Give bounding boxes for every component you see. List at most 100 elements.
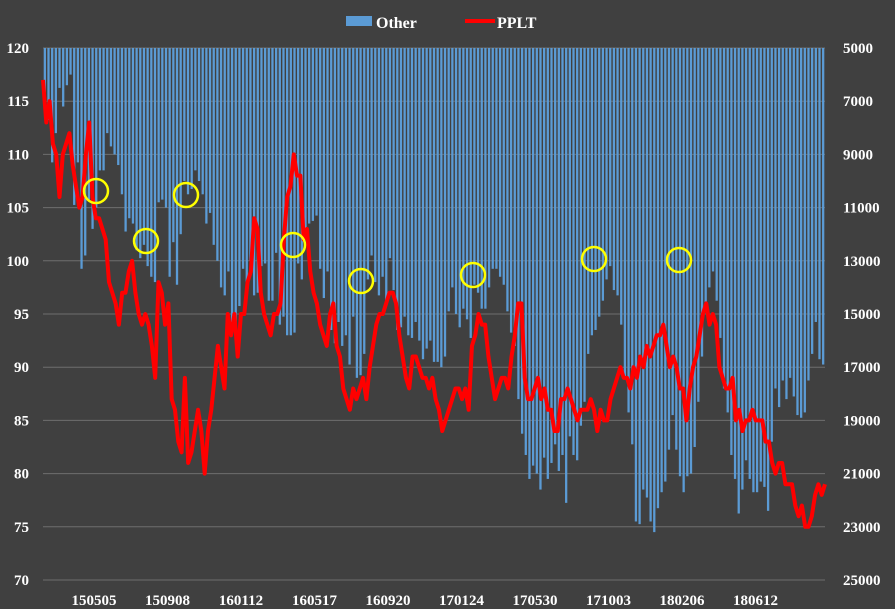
right-tick-label: 25000 xyxy=(843,573,881,589)
other-bar xyxy=(491,48,494,269)
other-bar xyxy=(796,48,799,416)
other-bar xyxy=(311,48,314,221)
x-tick-label: 160920 xyxy=(366,593,411,609)
other-bar xyxy=(814,48,817,322)
other-bar xyxy=(638,48,641,525)
other-bar xyxy=(153,48,157,283)
other-bar xyxy=(374,48,377,283)
other-bar xyxy=(190,48,193,189)
other-bar xyxy=(509,48,513,333)
x-tick-label: 180206 xyxy=(660,593,706,609)
left-tick-label: 75 xyxy=(14,520,29,536)
right-tick-label: 7000 xyxy=(843,94,873,110)
other-bar xyxy=(708,48,711,288)
left-tick-label: 110 xyxy=(7,147,29,163)
other-bar xyxy=(241,48,245,269)
other-bar xyxy=(293,48,296,333)
other-bar xyxy=(759,48,762,482)
other-bar xyxy=(495,48,498,269)
other-bar xyxy=(700,48,704,357)
other-bar xyxy=(267,48,270,301)
right-tick-label: 11000 xyxy=(843,201,880,217)
x-axis: 150505 150908 160112 160517 160920 170124 1705… xyxy=(72,593,779,609)
other-bar xyxy=(704,48,707,307)
other-bar xyxy=(598,48,601,317)
other-bar xyxy=(113,48,116,155)
other-bar xyxy=(524,48,527,455)
other-bar xyxy=(766,48,770,511)
other-bar xyxy=(576,48,579,461)
right-tick-label: 19000 xyxy=(843,413,881,429)
other-bar xyxy=(730,48,733,455)
other-bar xyxy=(788,48,792,378)
highlight-circle xyxy=(665,246,693,274)
other-bar xyxy=(363,48,366,354)
other-bar xyxy=(561,48,564,455)
other-bar xyxy=(47,48,50,120)
other-bar xyxy=(249,48,252,261)
other-bar xyxy=(146,48,149,267)
other-bar xyxy=(319,48,322,269)
other-bar xyxy=(370,48,373,256)
other-bar xyxy=(631,48,634,445)
other-bar xyxy=(98,48,102,171)
highlight-circle xyxy=(347,267,375,295)
other-bar xyxy=(469,48,472,338)
other-bar xyxy=(443,48,447,357)
other-bar xyxy=(410,48,414,338)
other-bar xyxy=(465,48,469,320)
other-bar xyxy=(51,48,54,163)
other-bar xyxy=(381,48,384,277)
other-bar xyxy=(304,48,307,240)
right-axis: 5000 7000 9000 11000 13000 15000 17000 19000 210… xyxy=(843,41,881,589)
other-bar xyxy=(157,48,160,203)
right-tick-label: 17000 xyxy=(843,360,881,376)
other-bar xyxy=(642,48,645,490)
other-bar xyxy=(554,48,557,445)
other-bar xyxy=(594,48,597,330)
other-bar xyxy=(822,48,825,365)
other-bar xyxy=(161,48,164,200)
left-tick-label: 80 xyxy=(14,467,29,483)
other-bar xyxy=(396,48,399,330)
other-bar xyxy=(263,48,267,264)
other-bar xyxy=(95,48,98,208)
other-bars xyxy=(43,48,825,533)
other-bar xyxy=(73,48,76,205)
legend[interactable]: Other PPLT xyxy=(346,15,537,32)
other-bar xyxy=(755,48,759,493)
other-bar xyxy=(183,48,186,181)
other-bar xyxy=(245,48,248,285)
other-bar xyxy=(330,48,333,330)
left-tick-label: 85 xyxy=(14,413,29,429)
other-bar xyxy=(440,48,443,368)
other-bar xyxy=(337,48,340,322)
other-bar xyxy=(557,48,560,471)
other-bar xyxy=(278,48,281,325)
other-bar xyxy=(117,48,120,166)
other-bar xyxy=(341,48,344,346)
other-bar xyxy=(106,48,109,134)
right-tick-label: 21000 xyxy=(843,467,881,483)
left-tick-label: 95 xyxy=(14,307,29,323)
other-bar xyxy=(62,48,65,107)
other-bar xyxy=(359,48,362,376)
other-bar xyxy=(744,48,748,461)
other-bar xyxy=(741,48,744,490)
other-bar xyxy=(517,48,520,400)
left-tick-label: 100 xyxy=(7,254,30,270)
highlight-circle xyxy=(580,245,608,273)
left-tick-label: 90 xyxy=(14,360,29,376)
other-bar xyxy=(227,48,230,272)
other-bar xyxy=(605,48,608,280)
other-bar xyxy=(91,48,94,229)
other-bar xyxy=(418,48,421,341)
other-bar xyxy=(770,48,773,442)
highlight-circles xyxy=(82,177,693,295)
other-bar xyxy=(634,48,638,522)
other-bar xyxy=(498,48,502,277)
other-bar xyxy=(686,48,689,477)
other-bar xyxy=(344,48,348,336)
other-bar xyxy=(205,48,208,224)
other-bar xyxy=(76,48,80,163)
